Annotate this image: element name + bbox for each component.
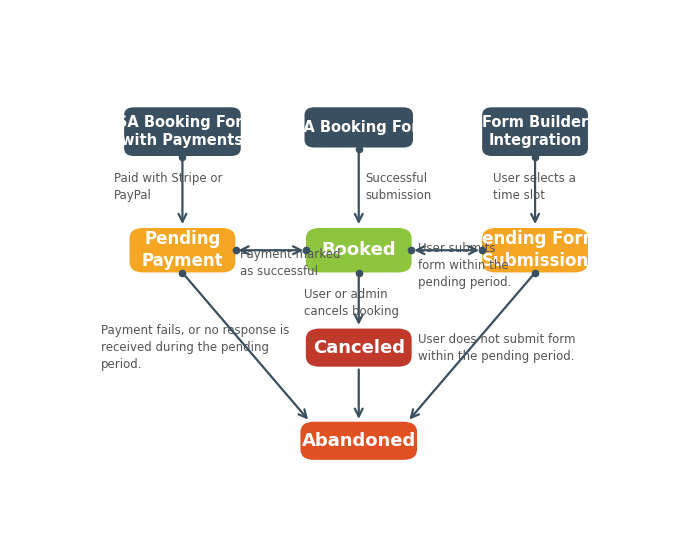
Text: Paid with Stripe or
PayPal: Paid with Stripe or PayPal [113,172,222,202]
FancyBboxPatch shape [306,328,412,367]
FancyBboxPatch shape [306,228,412,272]
FancyBboxPatch shape [130,228,235,272]
Text: User or admin
cancels booking: User or admin cancels booking [304,288,400,318]
Text: Pending
Payment: Pending Payment [141,230,223,270]
Text: Form Builder
Integration: Form Builder Integration [482,115,588,148]
FancyBboxPatch shape [482,228,588,272]
Text: Successful
submission: Successful submission [365,172,431,202]
Text: SSA Booking Form: SSA Booking Form [284,120,434,135]
Text: SSA Booking Form
with Payments: SSA Booking Form with Payments [107,115,258,148]
Text: Pending Form
Submission: Pending Form Submission [470,230,600,270]
Text: Payment fails, or no response is
received during the pending
period.: Payment fails, or no response is receive… [101,324,289,371]
Text: Payment marked
as successful: Payment marked as successful [241,248,341,278]
FancyBboxPatch shape [304,107,413,147]
FancyBboxPatch shape [482,107,588,156]
Text: User selects a
time slot: User selects a time slot [494,172,576,202]
FancyBboxPatch shape [300,422,417,460]
Text: User does not submit form
within the pending period.: User does not submit form within the pen… [419,333,576,362]
Text: User submits
form within the
pending period.: User submits form within the pending per… [419,241,512,289]
FancyBboxPatch shape [124,107,241,156]
Text: Canceled: Canceled [313,339,405,356]
Text: Booked: Booked [321,241,396,259]
Text: Abandoned: Abandoned [302,432,416,450]
